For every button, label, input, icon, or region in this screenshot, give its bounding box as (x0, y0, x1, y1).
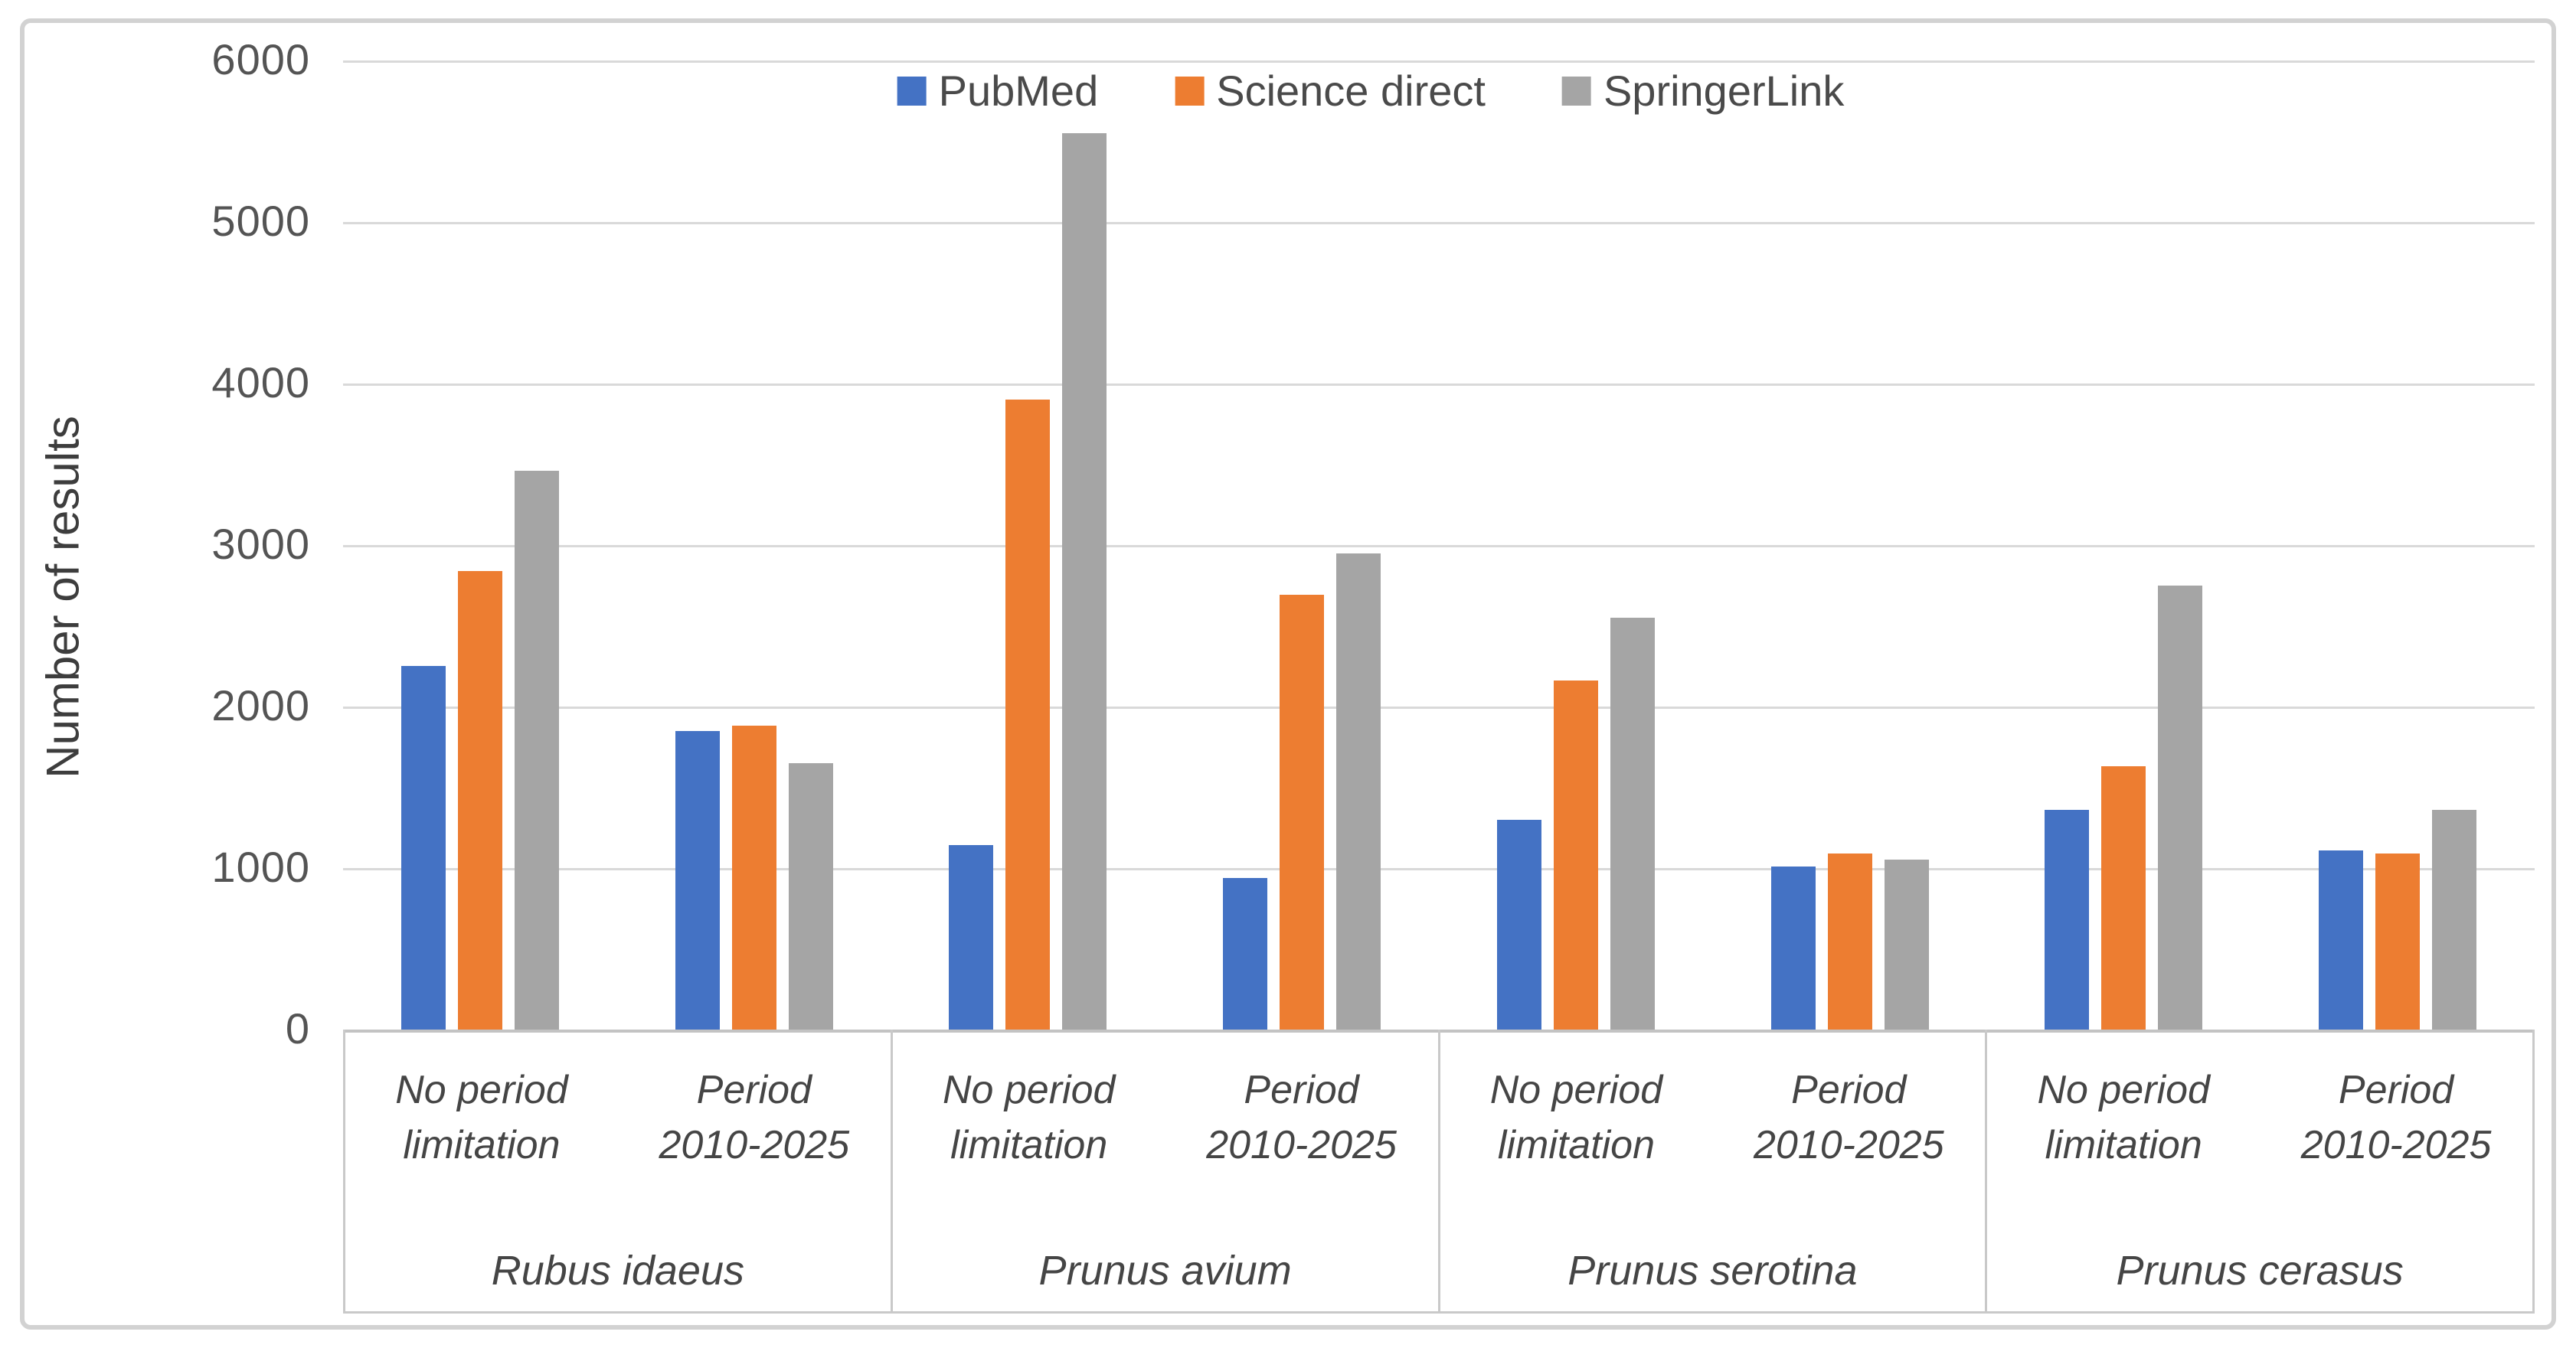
legend-item-science-direct: Science direct (1175, 66, 1486, 116)
bar-pubmed (675, 730, 720, 1030)
y-tick-label-2000: 2000 (211, 681, 310, 730)
axis-group-rubus-idaeus: No period limitation Period 2010-2025 Rubus … (345, 1030, 891, 1311)
y-tick-label-6000: 6000 (211, 35, 310, 84)
bars-layer (343, 60, 2535, 1030)
species-section-prunus-avium (891, 60, 1440, 1030)
y-tick-label-5000: 5000 (211, 197, 310, 246)
axis-group-prunus-cerasus: No period limitation Period 2010-2025 Prunus… (1985, 1030, 2532, 1311)
axis-group-label: Rubus idaeus (491, 1248, 744, 1294)
bar-science-direct (1005, 400, 1051, 1030)
bar-springerlink (1610, 617, 1655, 1030)
axis-group-prunus-serotina: No period limitation Period 2010-2025 Prunus… (1437, 1030, 1986, 1311)
bar-springerlink (788, 762, 833, 1030)
y-tick-label-1000: 1000 (211, 843, 310, 892)
axis-subgroup-label: No period limitation (1489, 1068, 1663, 1167)
legend-marker-icon (897, 76, 927, 106)
bar-springerlink (1062, 132, 1107, 1030)
bar-science-direct (1280, 595, 1325, 1030)
legend-marker-icon (1561, 76, 1591, 106)
bar-science-direct (2375, 854, 2421, 1030)
axis-subgroup-labels: No period limitation Period 2010-2025 (893, 1063, 1438, 1173)
axis-subgroup-label: No period limitation (395, 1068, 568, 1167)
axis-group-prunus-avium: No period limitation Period 2010-2025 Prunus… (890, 1030, 1438, 1311)
y-tick-label-0: 0 (285, 1004, 310, 1053)
bar-science-direct (2101, 766, 2146, 1030)
bar-group (1439, 60, 1713, 1030)
bar-pubmed (1223, 877, 1268, 1030)
bar-group (617, 60, 891, 1030)
y-tick-label-3000: 3000 (211, 520, 310, 569)
legend-label: SpringerLink (1603, 67, 1845, 115)
y-axis-title-text: Number of results (37, 416, 89, 778)
plot-area (343, 60, 2535, 1033)
bar-group (1713, 60, 1987, 1030)
bar-pubmed (400, 666, 446, 1030)
bar-springerlink (514, 470, 559, 1030)
axis-subgroup-labels: No period limitation Period 2010-2025 (345, 1063, 891, 1173)
bar-science-direct (1827, 854, 1872, 1030)
species-section-prunus-cerasus (1987, 60, 2535, 1030)
bar-pubmed (2045, 810, 2090, 1030)
bar-pubmed (1770, 866, 1816, 1030)
bar-group (1165, 60, 1439, 1030)
axis-subgroup-labels: No period limitation Period 2010-2025 (1987, 1063, 2532, 1173)
axis-subgroup-label: Period 2010-2025 (1206, 1068, 1397, 1167)
gridline-1000 (343, 868, 2535, 870)
axis-subgroup-label: No period limitation (2037, 1068, 2210, 1167)
gridline-2000 (343, 707, 2535, 709)
axis-group-label: Prunus serotina (1568, 1248, 1858, 1294)
bar-springerlink (1336, 553, 1381, 1030)
bar-springerlink (1884, 860, 1929, 1030)
bar-group (343, 60, 617, 1030)
species-section-rubus-idaeus (343, 60, 891, 1030)
axis-subgroup-label: Period 2010-2025 (659, 1068, 850, 1167)
gridline-6000 (343, 60, 2535, 63)
bar-springerlink (2158, 585, 2203, 1030)
gridline-5000 (343, 222, 2535, 224)
bar-group (891, 60, 1165, 1030)
bar-pubmed (1496, 819, 1541, 1030)
bar-pubmed (2319, 850, 2364, 1030)
legend-label: Science direct (1216, 67, 1486, 115)
axis-subgroup-labels: No period limitation Period 2010-2025 (1440, 1063, 1986, 1173)
axis-subgroup-label: No period limitation (942, 1068, 1116, 1167)
legend: PubMed Science direct SpringerLink (897, 66, 1845, 116)
legend-marker-icon (1175, 76, 1205, 106)
bar-springerlink (2432, 810, 2477, 1030)
axis-group-label: Prunus cerasus (2116, 1248, 2404, 1294)
axis-group-label: Prunus avium (1038, 1248, 1292, 1294)
bar-science-direct (1553, 681, 1598, 1030)
bar-pubmed (949, 845, 994, 1030)
legend-item-springerlink: SpringerLink (1561, 66, 1845, 116)
axis-subgroup-label: Period 2010-2025 (2300, 1068, 2492, 1167)
category-axis-band: No period limitation Period 2010-2025 Rubus … (343, 1030, 2535, 1314)
gridline-3000 (343, 545, 2535, 547)
bar-science-direct (731, 726, 776, 1030)
gridline-4000 (343, 384, 2535, 386)
axis-subgroup-label: Period 2010-2025 (1753, 1068, 1944, 1167)
bar-group (1987, 60, 2261, 1030)
bar-group (2261, 60, 2535, 1030)
y-tick-label-4000: 4000 (211, 358, 310, 407)
legend-item-pubmed: PubMed (897, 66, 1099, 116)
legend-label: PubMed (938, 67, 1099, 115)
species-section-prunus-serotina (1439, 60, 1987, 1030)
bar-science-direct (457, 570, 502, 1030)
